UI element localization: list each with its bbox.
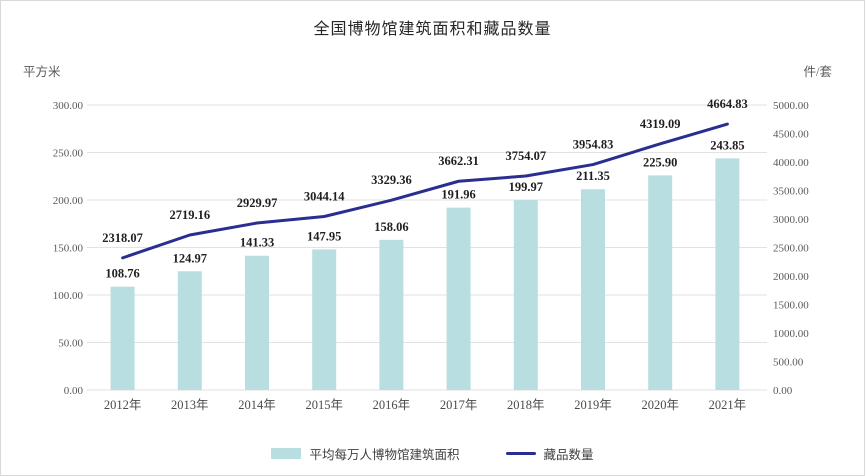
- x-axis-label: 2020年: [641, 398, 679, 412]
- bar-value-label: 108.76: [105, 267, 139, 281]
- x-axis-label: 2012年: [104, 398, 142, 412]
- right-axis-tick-label: 1000.00: [773, 328, 809, 340]
- left-axis-unit-label: 平方米: [23, 65, 61, 79]
- x-axis-label: 2018年: [507, 398, 545, 412]
- bar: [110, 286, 135, 390]
- x-axis-label: 2013年: [171, 398, 209, 412]
- right-axis-tick-label: 0.00: [773, 385, 793, 397]
- bar: [715, 158, 740, 390]
- line-value-label: 2929.97: [237, 196, 278, 210]
- bar-value-label: 199.97: [509, 180, 543, 194]
- bar: [177, 271, 202, 390]
- x-axis-label: 2021年: [709, 398, 747, 412]
- bar: [312, 249, 337, 390]
- left-axis-tick-labels: 0.00 50.00 100.00 150.00 200.00 250.00 300.00: [53, 100, 84, 397]
- chart-title: 全国博物馆建筑面积和藏品数量: [313, 21, 552, 38]
- line-series-swatch-icon: [505, 452, 536, 455]
- line-series: [121, 122, 729, 260]
- line-value-label: 3044.14: [304, 189, 345, 203]
- bar-value-label: 141.33: [240, 236, 274, 250]
- bar: [245, 255, 269, 390]
- legend-item-line-series: 藏品数量: [505, 444, 594, 463]
- x-axis-labels: 2012年 2013年 2014年 2015年 2016年 2017年 2018年 2019年…: [104, 398, 746, 412]
- right-axis-tick-label: 3000.00: [773, 214, 809, 226]
- bar: [648, 175, 673, 390]
- x-axis-label: 2015年: [305, 398, 343, 412]
- bar-series-swatch-icon: [271, 448, 302, 459]
- right-axis-tick-labels: 0.00 500.00 1000.00 1500.00 2000.00 2500.00 30…: [773, 100, 809, 397]
- x-axis-label: 2016年: [373, 398, 411, 412]
- right-axis-tick-label: 5000.00: [773, 100, 809, 112]
- bar-value-label: 158.06: [374, 220, 408, 234]
- left-axis-tick-label: 150.00: [53, 243, 84, 255]
- left-axis-tick-label: 200.00: [53, 195, 84, 207]
- legend: 平均每万人博物馆建筑面积 藏品数量: [1, 444, 864, 463]
- bar-series: [110, 158, 740, 390]
- line-value-label: 3662.31: [438, 154, 479, 168]
- bar: [581, 189, 605, 390]
- left-axis-tick-label: 300.00: [53, 100, 84, 112]
- x-axis-label: 2019年: [574, 398, 612, 412]
- line-value-label: 3754.07: [505, 149, 546, 163]
- line-value-label: 3954.83: [573, 138, 614, 152]
- line-value-label: 3329.36: [371, 173, 412, 187]
- bar-value-label: 124.97: [173, 251, 207, 265]
- bar: [379, 239, 404, 390]
- left-axis-tick-label: 50.00: [58, 338, 83, 350]
- bar-value-label: 191.96: [441, 188, 475, 202]
- legend-label-bar-series: 平均每万人博物馆建筑面积: [309, 448, 460, 462]
- legend-label-line-series: 藏品数量: [543, 448, 594, 462]
- right-axis-tick-label: 4000.00: [773, 157, 809, 169]
- bar-value-label: 147.95: [307, 229, 341, 243]
- bar-value-label: 243.85: [710, 138, 744, 152]
- line-value-label: 4319.09: [640, 117, 681, 131]
- right-axis-tick-label: 3500.00: [773, 186, 809, 198]
- legend-item-bar-series: 平均每万人博物馆建筑面积: [271, 444, 460, 463]
- line-value-label: 2318.07: [102, 231, 143, 245]
- right-axis-tick-label: 1500.00: [773, 300, 809, 312]
- right-axis-unit-label: 件/套: [803, 65, 832, 79]
- bar-value-label: 211.35: [576, 169, 610, 183]
- left-axis-tick-label: 0.00: [64, 385, 84, 397]
- bar: [446, 207, 471, 390]
- left-axis-tick-label: 100.00: [53, 290, 84, 302]
- right-axis-tick-label: 2000.00: [773, 271, 809, 283]
- bar: [513, 200, 538, 390]
- x-axis-label: 2014年: [238, 398, 276, 412]
- line-value-label: 4664.83: [707, 97, 748, 111]
- right-axis-tick-label: 500.00: [773, 357, 804, 369]
- right-axis-tick-label: 4500.00: [773, 129, 809, 141]
- bar-value-label: 225.90: [643, 155, 677, 169]
- x-axis-label: 2017年: [440, 398, 478, 412]
- right-axis-tick-label: 2500.00: [773, 243, 809, 255]
- bar-value-labels: 108.76 124.97 141.33 147.95 158.06 191.96 199.…: [105, 138, 744, 280]
- line-value-label: 2719.16: [169, 208, 210, 222]
- left-axis-tick-label: 250.00: [53, 148, 84, 160]
- line-value-labels: 2318.07 2719.16 2929.97 3044.14 3329.36 3662.…: [102, 97, 747, 245]
